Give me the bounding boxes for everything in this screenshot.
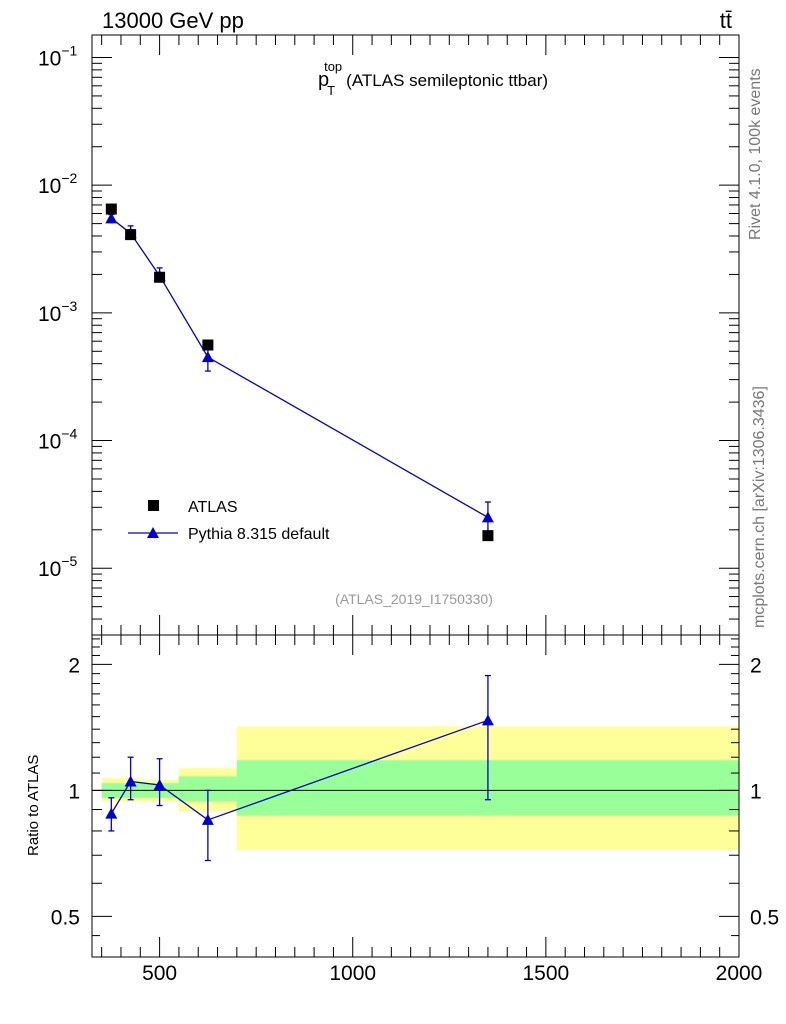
ratio-ytick-label: 0.5 [51,906,80,929]
data-point [482,530,494,542]
main-ytick-label-exponent: −3 [61,298,77,314]
main-frame [91,34,740,636]
legend-pythia-marker [147,527,159,538]
data-point [202,339,214,351]
ratio-xtick-label: 1500 [523,962,570,985]
ratio-axis-label: Ratio to ATLAS [25,755,42,856]
mc-point [481,511,494,523]
ratio-mc-point [105,807,118,819]
ratio-ytick-label-right: 2 [750,654,762,677]
process-label: 13000 GeV pp [102,8,244,33]
ratio-xtick-label: 2000 [716,962,763,985]
ratio-frame [91,634,740,958]
main-ytick-label-exponent: −1 [61,42,77,58]
main-ytick-label: 10−4 [38,426,78,454]
main-ytick-label: 10−1 [38,42,78,70]
mc-point [105,212,118,224]
data-point [105,203,117,215]
main-ytick-label-exponent: −2 [61,170,77,186]
data-point [125,229,137,241]
mc-point [201,351,214,363]
legend-pythia-label: Pythia 8.315 default [188,526,330,543]
main-ytick-label-base: 10 [38,431,61,454]
ratio-ytick-label: 2 [68,654,80,677]
data-point [154,271,166,283]
main-ytick-label: 10−5 [38,553,78,581]
main-ytick-label: 10−2 [38,170,78,198]
main-ytick-label-base: 10 [38,175,61,198]
analysis-reference: (ATLAS_2019_I1750330) [335,591,493,607]
main-ytick-label-base: 10 [38,303,61,326]
ratio-ytick-label-right: 0.5 [750,906,779,929]
ratio-xtick-label: 1000 [329,962,376,985]
main-panel: pTtop(ATLAS semileptonic ttbar) 10−110−2… [38,34,740,636]
legend-atlas-marker [148,500,159,511]
main-ytick-label-exponent: −4 [61,426,77,442]
mc-line [110,217,489,518]
ratio-mc-point [153,778,166,790]
rivet-version-label: Rivet 4.1.0, 100k events [747,68,764,240]
ratio-mc-point [481,714,494,726]
legend: ATLAS Pythia 8.315 default [128,499,330,543]
main-ytick-label-exponent: −5 [61,553,77,569]
main-title: pTtop(ATLAS semileptonic ttbar) [318,59,548,98]
final-state-label: tt̄ [720,8,732,33]
mcplots-reference-label: mcplots.cern.ch [arXiv:1306.3436] [751,386,768,628]
main-ytick-label-base: 10 [38,47,61,70]
legend-atlas-label: ATLAS [188,499,238,516]
ratio-mc-point [201,813,214,825]
main-ytick-label-base: 10 [38,558,61,581]
main-ytick-label: 10−3 [38,298,78,326]
ratio-ytick-label: 1 [68,780,80,803]
ratio-panel: 2 2 1 1 0.5 0.5 500 1000 1500 2000 Ratio to ATLA… [25,634,779,985]
ratio-xtick-label: 500 [142,962,177,985]
ratio-mc-point [124,775,137,787]
ratio-ytick-label-right: 1 [750,780,762,803]
